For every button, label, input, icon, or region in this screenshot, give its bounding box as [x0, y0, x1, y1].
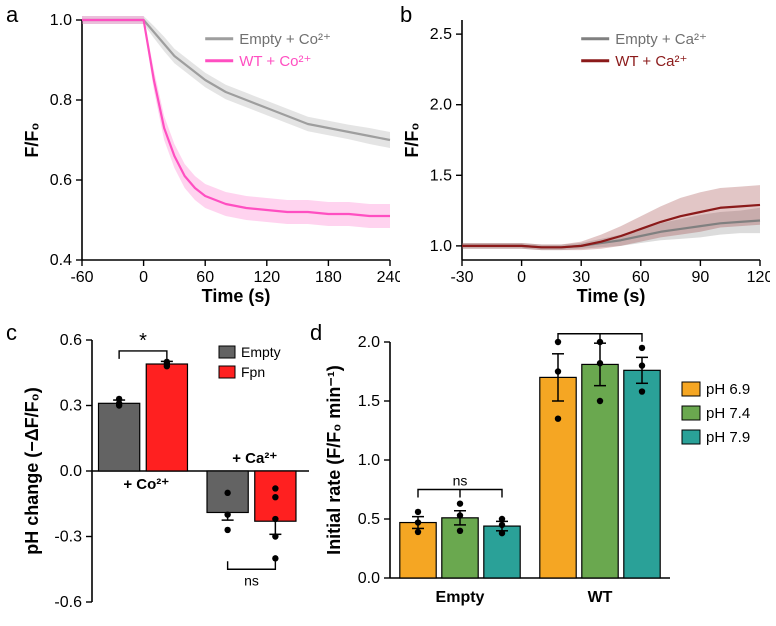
svg-text:*: *: [139, 330, 147, 352]
chart-b: -30 0 30 60 90 120 1.0 1.5 2.0 2.5 Time (s) F/F₀ Emp…: [400, 10, 770, 310]
svg-text:WT: WT: [588, 589, 613, 606]
svg-text:0.3: 0.3: [60, 398, 82, 415]
chart-a: -60 0 60 120 180 240 0.4 0.6 0.8 1.0 Time (s) F/F₀ E…: [20, 10, 400, 310]
svg-text:Empty: Empty: [241, 344, 281, 360]
svg-text:ns: ns: [244, 572, 259, 588]
svg-text:1.0: 1.0: [358, 452, 380, 469]
svg-text:1.0: 1.0: [50, 12, 72, 29]
svg-text:90: 90: [692, 269, 710, 286]
svg-text:WT + Co²⁺: WT + Co²⁺: [239, 53, 311, 70]
svg-text:0.4: 0.4: [50, 252, 72, 269]
svg-text:Empty + Ca²⁺: Empty + Ca²⁺: [615, 31, 707, 48]
svg-text:1.0: 1.0: [430, 238, 452, 255]
svg-text:0.0: 0.0: [358, 570, 380, 587]
svg-text:0.6: 0.6: [50, 172, 72, 189]
svg-text:0.6: 0.6: [60, 332, 82, 349]
svg-text:Time (s): Time (s): [202, 286, 271, 306]
svg-text:2.0: 2.0: [358, 334, 380, 351]
svg-text:pH change (−ΔF/F₀): pH change (−ΔF/F₀): [22, 387, 42, 555]
svg-text:WT + Ca²⁺: WT + Ca²⁺: [615, 53, 687, 70]
svg-text:+ Co²⁺: + Co²⁺: [123, 476, 169, 493]
chart-d: 0.0 0.5 1.0 1.5 2.0 Initial rate (F/F₀ min⁻¹)…: [320, 330, 770, 620]
svg-text:240: 240: [377, 269, 400, 286]
svg-text:Empty + Co²⁺: Empty + Co²⁺: [239, 31, 331, 48]
svg-text:pH 7.9: pH 7.9: [706, 429, 750, 446]
svg-text:Empty: Empty: [436, 589, 485, 606]
svg-text:1.5: 1.5: [430, 167, 452, 184]
svg-text:0: 0: [139, 269, 148, 286]
panel-label-a: a: [6, 2, 18, 28]
svg-text:2.0: 2.0: [430, 97, 452, 114]
svg-text:ns: ns: [593, 330, 608, 333]
svg-text:2.5: 2.5: [430, 26, 452, 43]
svg-text:60: 60: [196, 269, 214, 286]
svg-text:-0.3: -0.3: [54, 529, 82, 546]
svg-text:180: 180: [315, 269, 342, 286]
svg-text:+ Ca²⁺: + Ca²⁺: [232, 450, 277, 467]
svg-text:0.5: 0.5: [358, 511, 380, 528]
svg-text:0: 0: [517, 269, 526, 286]
svg-text:pH 6.9: pH 6.9: [706, 381, 750, 398]
svg-text:Fpn: Fpn: [241, 364, 265, 380]
svg-text:60: 60: [632, 269, 650, 286]
svg-text:Time (s): Time (s): [577, 286, 646, 306]
svg-text:F/F₀: F/F₀: [22, 122, 42, 157]
panel-label-c: c: [6, 320, 17, 346]
chart-c: -0.6 -0.3 0.0 0.3 0.6 pH change (−ΔF/F₀) + Co²…: [20, 330, 315, 620]
svg-text:0.0: 0.0: [60, 463, 82, 480]
svg-text:0.8: 0.8: [50, 92, 72, 109]
svg-text:-0.6: -0.6: [54, 594, 82, 611]
svg-text:Initial rate (F/F₀ min⁻¹): Initial rate (F/F₀ min⁻¹): [324, 365, 344, 555]
svg-text:ns: ns: [453, 473, 468, 489]
svg-text:1.5: 1.5: [358, 393, 380, 410]
svg-text:-30: -30: [450, 269, 473, 286]
svg-text:30: 30: [572, 269, 590, 286]
svg-text:pH 7.4: pH 7.4: [706, 405, 750, 422]
svg-text:F/F₀: F/F₀: [402, 122, 422, 157]
svg-text:-60: -60: [70, 269, 93, 286]
svg-text:120: 120: [253, 269, 280, 286]
svg-text:120: 120: [747, 269, 770, 286]
